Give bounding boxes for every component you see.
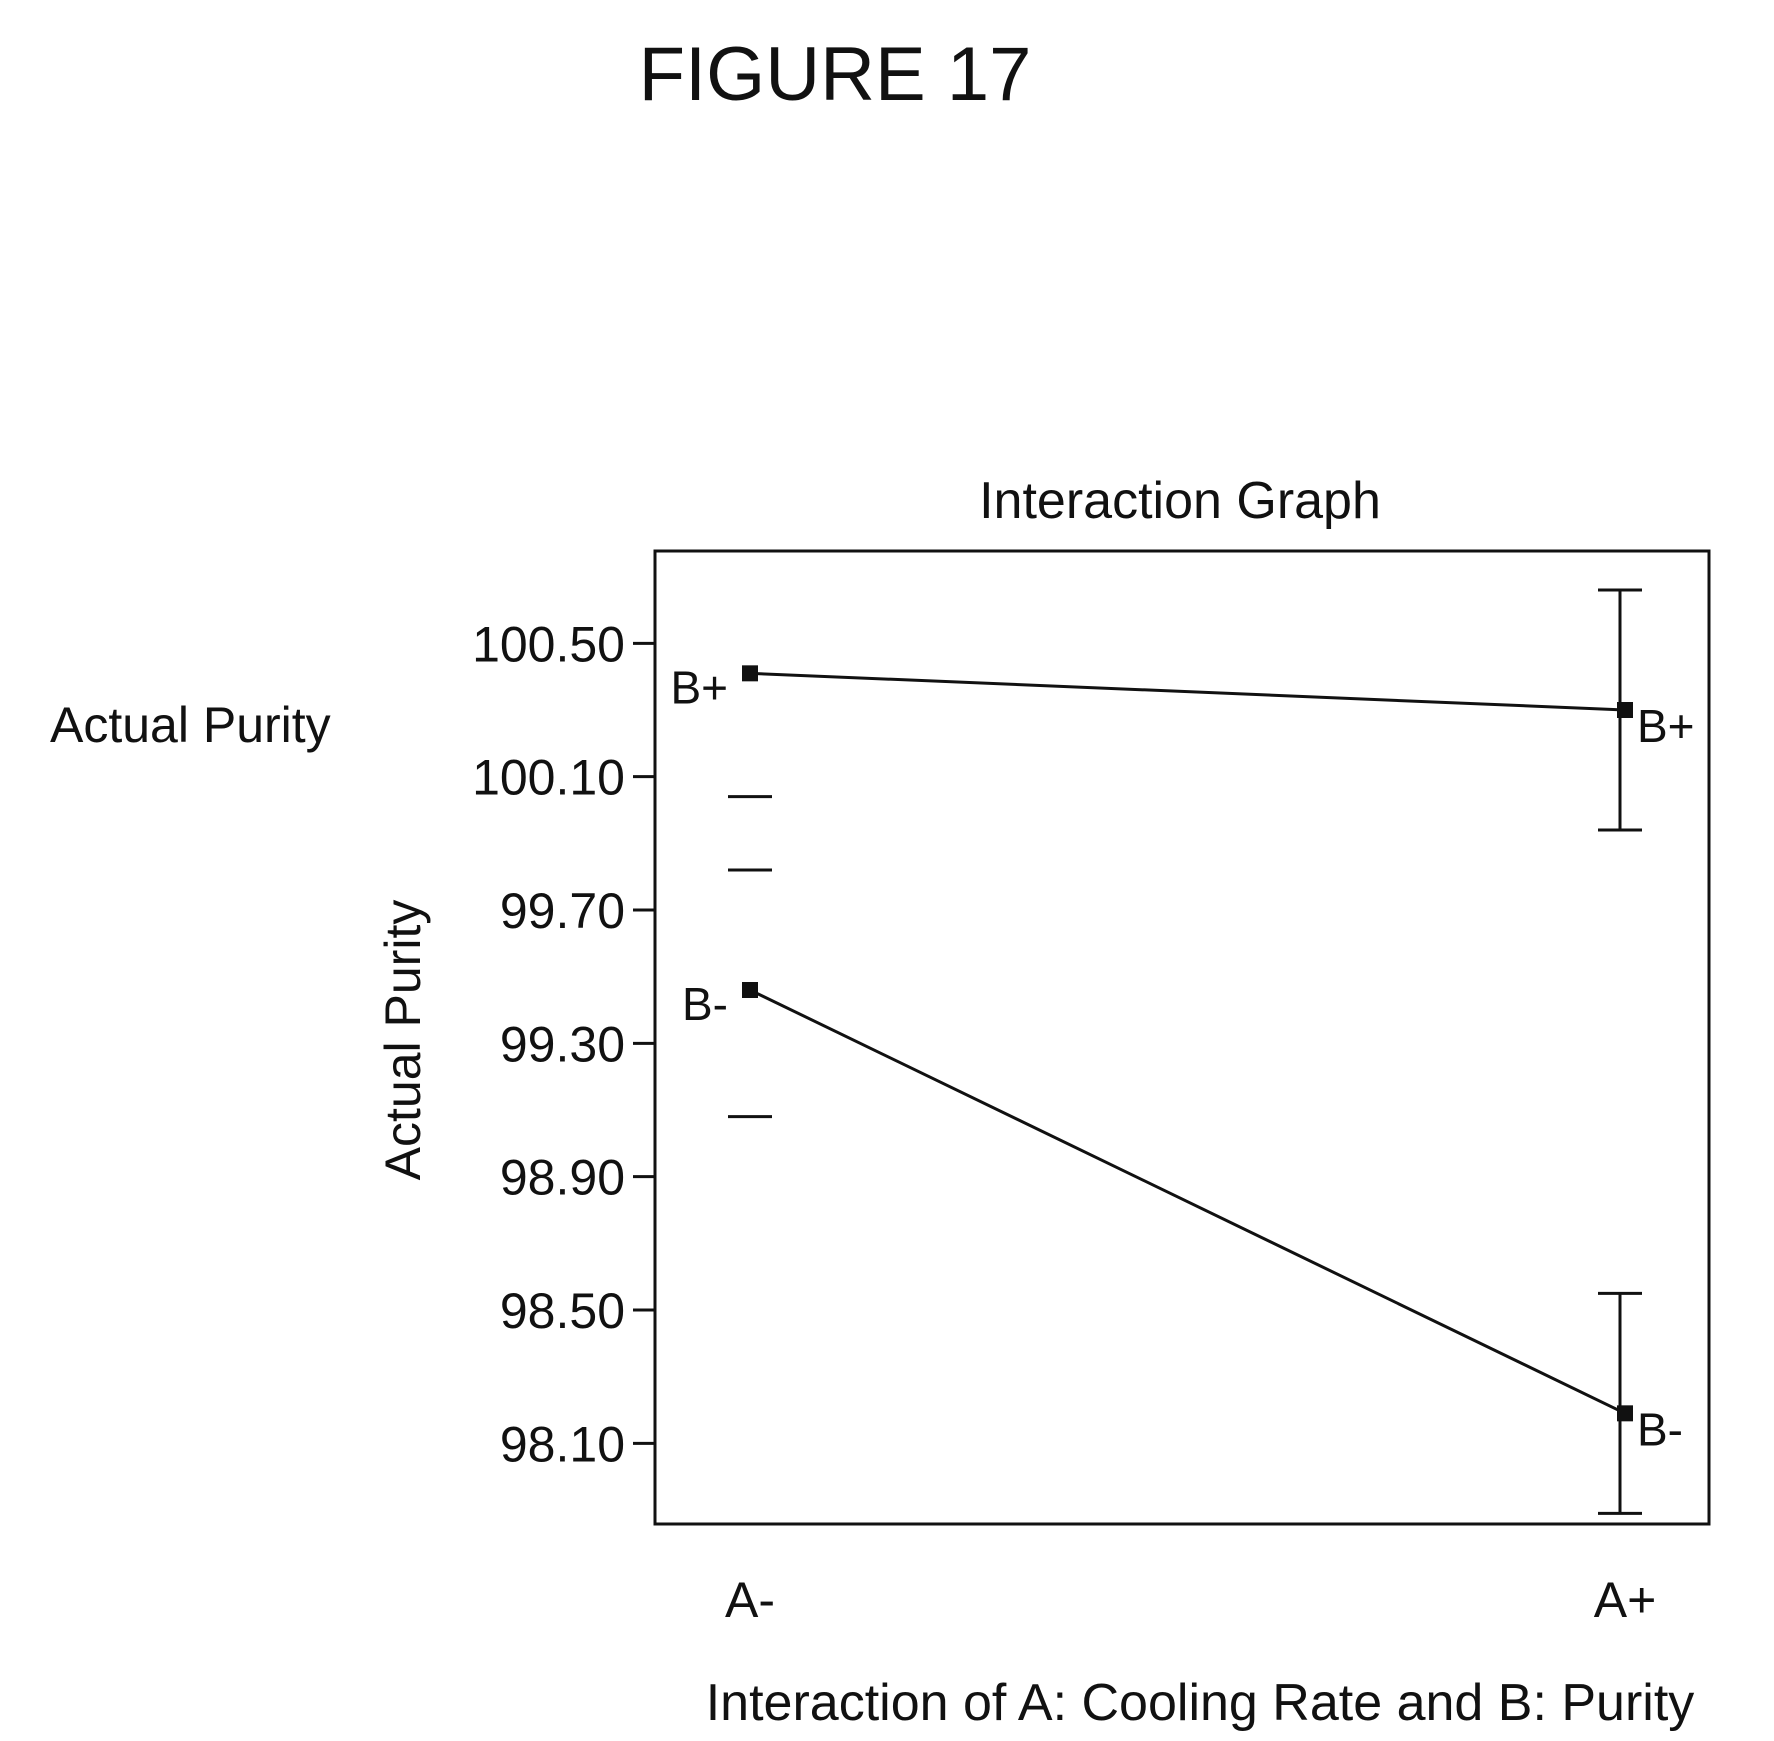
side-label: Actual Purity: [50, 697, 331, 753]
x-tick-label: A+: [1594, 1572, 1657, 1628]
figure-label: FIGURE 17: [639, 32, 1032, 117]
y-axis-label: Actual Purity: [375, 900, 431, 1181]
interaction-chart: FIGURE 17 Interaction Graph Actual Purit…: [0, 0, 1774, 1741]
series-b-plus: B+ B+: [670, 590, 1694, 830]
y-tick-label: 99.30: [500, 1016, 625, 1072]
series-layer: B+ B+ B- B-: [670, 590, 1694, 1513]
y-tick-label: 98.90: [500, 1150, 625, 1206]
series-line: [750, 990, 1625, 1413]
y-tick-label: 98.10: [500, 1416, 625, 1472]
series-point-label: B+: [670, 661, 728, 713]
y-tick-label: 98.50: [500, 1283, 625, 1339]
x-axis-label: Interaction of A: Cooling Rate and B: Pu…: [706, 1674, 1695, 1732]
series-point-label: B-: [682, 978, 728, 1030]
y-tick-label: 99.70: [500, 883, 625, 939]
y-tick-label: 100.10: [472, 750, 625, 806]
y-axis-ticks: 98.10 98.50 98.90 99.30 99.70 100.10 100.50: [472, 616, 655, 1472]
data-point: [1617, 702, 1633, 718]
y-tick-label: 100.50: [472, 616, 625, 672]
x-tick-label: A-: [725, 1572, 775, 1628]
chart-title: Interaction Graph: [979, 472, 1381, 530]
data-point: [742, 665, 758, 681]
data-point: [742, 982, 758, 998]
series-point-label: B-: [1637, 1403, 1683, 1455]
series-line: [750, 673, 1625, 710]
x-axis-ticks: A- A+: [725, 1572, 1656, 1628]
data-point: [1617, 1405, 1633, 1421]
series-point-label: B+: [1637, 700, 1695, 752]
series-b-minus: B- B-: [682, 978, 1683, 1513]
lsd-marks: [728, 797, 772, 1117]
